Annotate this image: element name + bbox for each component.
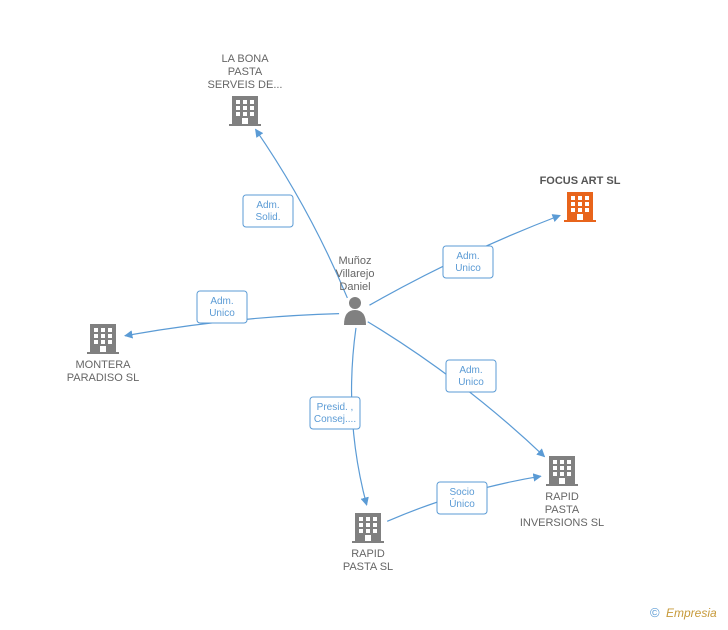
svg-text:Muñoz: Muñoz [338, 255, 371, 267]
svg-text:INVERSIONS SL: INVERSIONS SL [520, 517, 604, 529]
svg-text:Único: Único [449, 497, 475, 510]
edge-label: Adm.Unico [197, 291, 247, 323]
svg-text:Adm.: Adm. [256, 200, 279, 211]
svg-text:PASTA: PASTA [228, 66, 263, 78]
svg-text:Unico: Unico [458, 377, 484, 388]
building-icon [87, 324, 119, 354]
edge-label: Presid. ,Consej.... [310, 397, 360, 429]
svg-text:PASTA SL: PASTA SL [343, 561, 393, 573]
svg-text:Empresia: Empresia [666, 606, 717, 620]
svg-text:©: © [650, 605, 660, 620]
edge-label: Adm.Unico [446, 360, 496, 392]
svg-text:Presid. ,: Presid. , [317, 402, 354, 413]
node-label: RAPIDPASTAINVERSIONS SL [520, 491, 604, 529]
svg-text:Consej....: Consej.... [314, 414, 356, 425]
svg-text:MONTERA: MONTERA [76, 359, 132, 371]
edge-label: Adm.Unico [443, 246, 493, 278]
building-icon [229, 96, 261, 126]
node-label: MuñozVillarejoDaniel [336, 255, 375, 293]
node-label: LA BONAPASTASERVEIS DE... [208, 53, 283, 91]
svg-text:Unico: Unico [455, 263, 481, 274]
svg-text:FOCUS ART SL: FOCUS ART SL [540, 175, 621, 187]
svg-text:SERVEIS DE...: SERVEIS DE... [208, 79, 283, 91]
svg-text:Adm.: Adm. [210, 296, 233, 307]
svg-text:Unico: Unico [209, 308, 235, 319]
edge-label: Adm.Solid. [243, 195, 293, 227]
building-icon [546, 456, 578, 486]
svg-text:Adm.: Adm. [456, 251, 479, 262]
node-label: FOCUS ART SL [540, 175, 621, 187]
credit: © Empresia [650, 605, 717, 620]
svg-text:RAPID: RAPID [351, 548, 385, 560]
svg-text:Socio: Socio [449, 487, 474, 498]
svg-text:Adm.: Adm. [459, 365, 482, 376]
svg-text:LA BONA: LA BONA [221, 53, 269, 65]
svg-text:PASTA: PASTA [545, 504, 580, 516]
svg-text:RAPID: RAPID [545, 491, 579, 503]
svg-text:PARADISO SL: PARADISO SL [67, 372, 140, 384]
building-icon [352, 513, 384, 543]
edge-label: SocioÚnico [437, 482, 487, 514]
person-icon [344, 297, 366, 325]
svg-text:Solid.: Solid. [255, 212, 280, 223]
svg-text:Daniel: Daniel [339, 281, 370, 293]
building-icon [564, 192, 596, 222]
node-label: MONTERAPARADISO SL [67, 359, 140, 384]
node-label: RAPIDPASTA SL [343, 548, 393, 573]
svg-text:Villarejo: Villarejo [336, 268, 375, 280]
